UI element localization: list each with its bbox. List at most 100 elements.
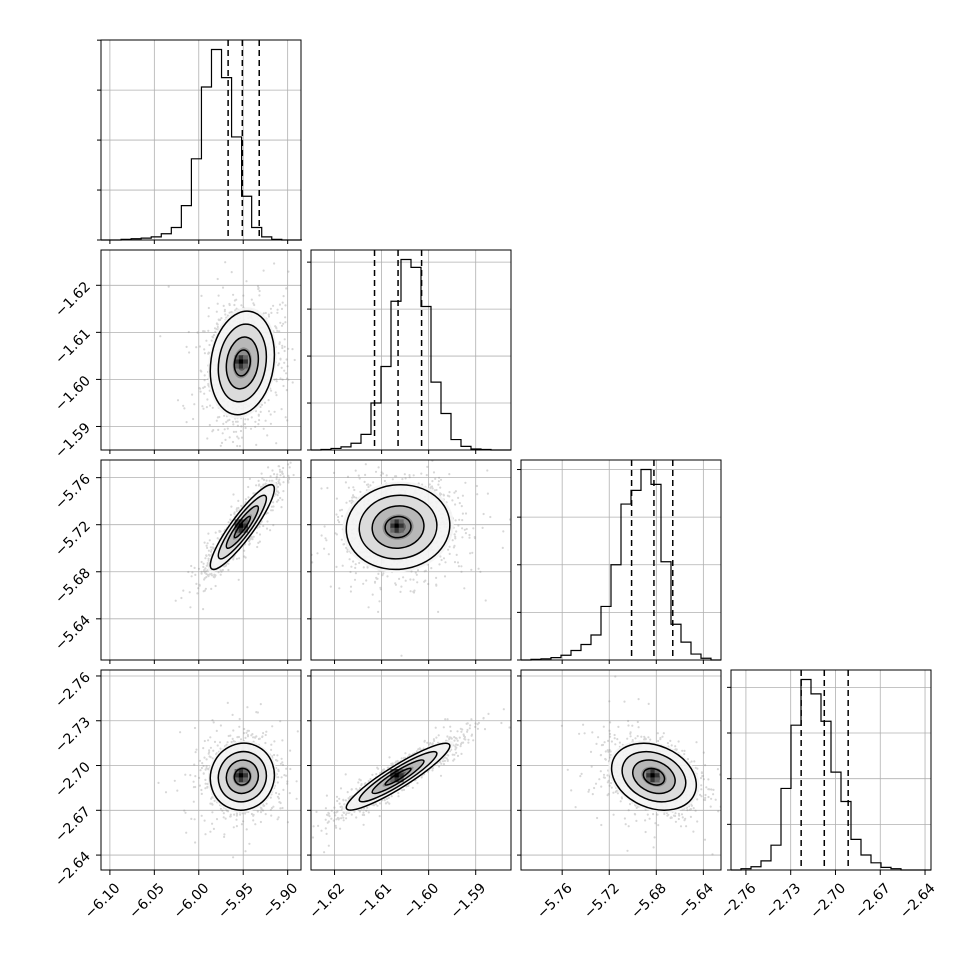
panel-frame bbox=[310, 669, 512, 871]
y-tick-label: −2.64 bbox=[52, 849, 94, 891]
contour-line-3 bbox=[610, 742, 698, 811]
histogram-panel-0 bbox=[97, 39, 302, 241]
x-tick-label: −2.76 bbox=[718, 880, 760, 922]
contour-line-0 bbox=[233, 515, 252, 539]
x-tick-label: −6.00 bbox=[171, 880, 213, 922]
density-core bbox=[390, 773, 396, 779]
density-core bbox=[234, 519, 240, 525]
density-core bbox=[243, 359, 248, 365]
histogram-step-3 bbox=[731, 678, 931, 871]
density-core bbox=[398, 773, 404, 779]
density-core bbox=[243, 519, 248, 525]
density-core bbox=[234, 523, 240, 529]
contour-line-0 bbox=[384, 515, 412, 539]
x-tick-label: −5.68 bbox=[628, 880, 670, 922]
density-core bbox=[398, 527, 404, 533]
contour-line-2 bbox=[358, 494, 438, 560]
x-tick-label: −1.61 bbox=[354, 880, 396, 922]
y-tick-label: −5.72 bbox=[52, 518, 94, 560]
density-core bbox=[646, 777, 652, 783]
histogram-step-2 bbox=[521, 468, 721, 661]
y-axis-row-1: −1.59 −1.60 −1.61 −1.62 bbox=[52, 279, 101, 462]
density-core bbox=[234, 773, 240, 779]
density-core bbox=[243, 777, 248, 783]
density-core bbox=[243, 363, 248, 369]
panel-frame bbox=[310, 459, 512, 661]
contour-line-0 bbox=[642, 767, 666, 786]
contour-line-3 bbox=[345, 742, 451, 811]
density-core bbox=[390, 519, 396, 525]
contour-line-1 bbox=[632, 759, 676, 795]
contour-line-0 bbox=[233, 349, 252, 377]
x-tick-label: −6.10 bbox=[82, 880, 124, 922]
density-core bbox=[390, 523, 396, 529]
x-tick-label: −5.72 bbox=[581, 880, 623, 922]
contour-line-0 bbox=[384, 767, 412, 786]
y-tick-label: −1.62 bbox=[52, 279, 94, 321]
panel-frame bbox=[100, 459, 302, 661]
y-tick-label: −2.73 bbox=[52, 714, 94, 756]
x-tick-label: −5.90 bbox=[260, 880, 302, 922]
x-tick-label: −2.70 bbox=[807, 880, 849, 922]
y-tick-label: −2.67 bbox=[52, 804, 94, 846]
density-core bbox=[646, 769, 652, 774]
y-tick-label: −2.70 bbox=[52, 759, 94, 801]
panel-frame bbox=[730, 669, 932, 871]
y-tick-label: −1.61 bbox=[52, 326, 94, 368]
contour-line-0 bbox=[233, 767, 252, 786]
x-tick-label: −1.62 bbox=[306, 880, 348, 922]
x-axis-1: −1.62 −1.61 −1.60 −1.59 bbox=[306, 870, 489, 922]
y-tick-label: −5.64 bbox=[52, 612, 94, 654]
scatter-panel-3-2 bbox=[520, 669, 722, 871]
x-tick-label: −2.67 bbox=[852, 880, 894, 922]
panel-frame bbox=[310, 249, 512, 451]
x-tick-label: −1.59 bbox=[448, 880, 490, 922]
x-tick-label: −1.60 bbox=[401, 880, 443, 922]
x-tick-label: −6.05 bbox=[126, 880, 168, 922]
scatter-panel-2-1 bbox=[310, 459, 512, 661]
density-core bbox=[234, 777, 240, 783]
scatter-panel-3-1 bbox=[310, 669, 512, 871]
contour-line-1 bbox=[225, 505, 260, 549]
x-tick-label: −2.64 bbox=[897, 880, 939, 922]
panel-frame bbox=[100, 669, 302, 871]
histogram-step-0 bbox=[101, 48, 302, 241]
x-tick-label: −5.76 bbox=[534, 880, 576, 922]
density-core bbox=[390, 527, 396, 533]
x-axis-0: −6.10 −6.05 −6.00 −5.95 −5.90 bbox=[82, 870, 301, 922]
density-core bbox=[238, 777, 244, 783]
density-core bbox=[238, 363, 244, 369]
density-core bbox=[243, 523, 248, 529]
density-core bbox=[398, 523, 404, 529]
contour-line-1 bbox=[371, 759, 425, 795]
x-axis-2: −5.76 −5.72 −5.68 −5.64 bbox=[534, 870, 717, 922]
histogram-panel-1 bbox=[307, 249, 512, 451]
panel-frame bbox=[520, 669, 722, 871]
density-core bbox=[238, 773, 244, 779]
density-core bbox=[238, 355, 244, 361]
density-core bbox=[238, 527, 244, 533]
x-tick-label: −5.64 bbox=[675, 880, 717, 922]
density-core bbox=[390, 777, 396, 783]
density-core bbox=[234, 355, 240, 361]
density-core bbox=[234, 363, 240, 369]
density-core bbox=[238, 523, 244, 529]
density-core bbox=[398, 777, 404, 783]
contour-line-2 bbox=[217, 323, 268, 403]
density-core bbox=[394, 523, 400, 529]
density-core bbox=[238, 519, 244, 525]
x-axis-3: −2.76 −2.73 −2.70 −2.67 −2.64 bbox=[718, 870, 939, 922]
histogram-panel-2 bbox=[517, 459, 722, 661]
density-core bbox=[650, 769, 656, 774]
y-tick-label: −2.76 bbox=[52, 669, 94, 711]
density-core bbox=[646, 773, 652, 779]
histogram-step-1 bbox=[311, 258, 511, 451]
scatter-panel-1-0 bbox=[100, 249, 302, 451]
density-core bbox=[398, 519, 404, 525]
y-tick-label: −5.68 bbox=[52, 565, 94, 607]
contour-line-1 bbox=[225, 759, 260, 795]
density-core bbox=[394, 519, 400, 525]
contour-line-2 bbox=[358, 750, 438, 803]
y-tick-label: −5.76 bbox=[52, 471, 94, 513]
